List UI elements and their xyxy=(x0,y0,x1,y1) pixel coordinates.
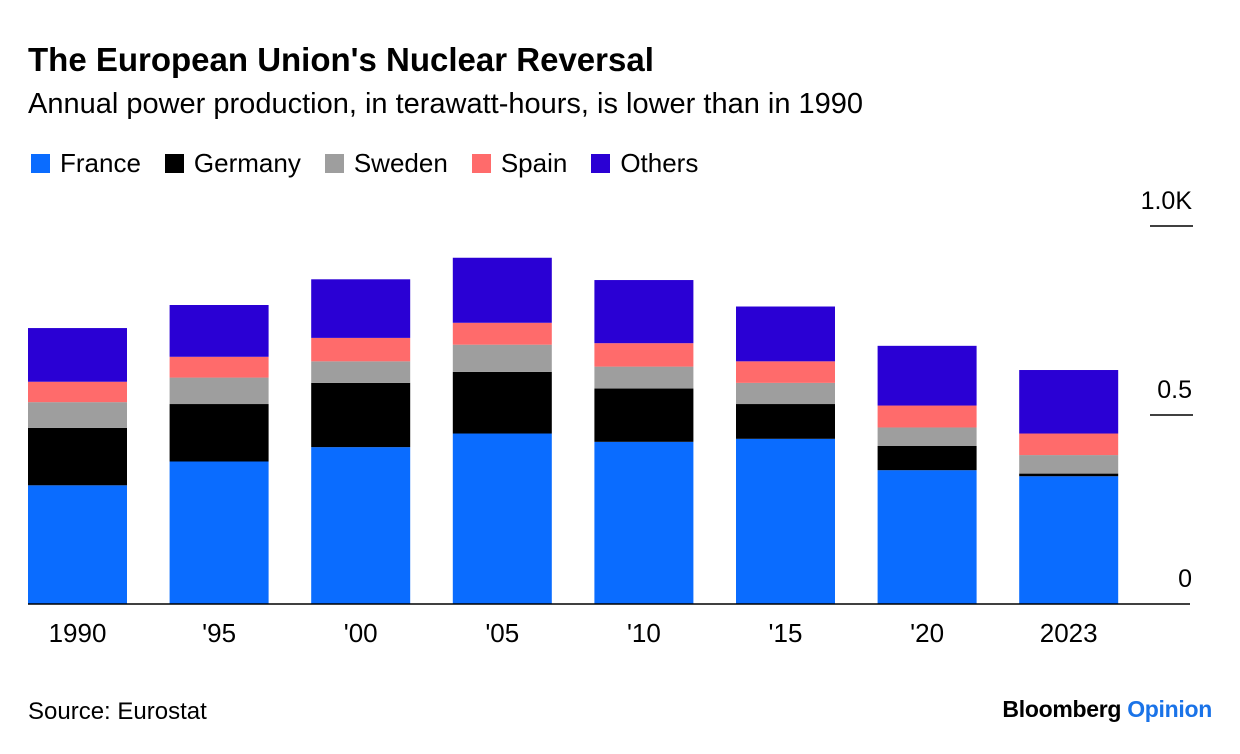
bar-segment-germany-15 xyxy=(736,404,835,439)
chart-subtitle: Annual power production, in terawatt-hou… xyxy=(28,88,864,120)
chart-legend: France Germany Sweden Spain Others xyxy=(31,146,722,180)
brand-secondary: Opinion xyxy=(1127,696,1212,722)
bar-segment-sweden-05 xyxy=(452,344,552,372)
x-tick-label-2023: 2023 xyxy=(1040,618,1098,648)
y-tick-label-1-0k: 1.0K xyxy=(1141,187,1193,215)
legend-swatch-germany xyxy=(164,153,184,173)
bar-segment-spain-10 xyxy=(594,343,694,367)
bar-segment-france-10 xyxy=(594,441,694,604)
bar-segment-spain-05 xyxy=(452,322,552,345)
legend-swatch-sweden xyxy=(324,153,344,173)
bar-segment-france-05 xyxy=(452,433,552,604)
bar-segment-spain-95 xyxy=(169,356,269,378)
bar-segment-others-10 xyxy=(594,280,694,344)
legend-label-germany: Germany xyxy=(193,148,301,178)
bar-segment-spain-20 xyxy=(877,405,977,428)
bar-segment-sweden-95 xyxy=(169,377,269,405)
bar-segment-germany-10 xyxy=(594,388,694,442)
legend-item-germany: Germany xyxy=(164,146,301,180)
bar-segment-others-20 xyxy=(877,345,977,406)
legend-label-france: France xyxy=(60,148,141,178)
bar-segment-others-15 xyxy=(736,306,835,362)
bar-segment-france-20 xyxy=(877,470,977,604)
legend-item-sweden: Sweden xyxy=(324,146,448,180)
chart-title: The European Union's Nuclear Reversal xyxy=(28,41,654,78)
bar-segment-spain-15 xyxy=(736,361,835,383)
legend-item-others: Others xyxy=(591,146,698,180)
x-tick-label-15: '15 xyxy=(769,618,803,648)
legend-item-france: France xyxy=(31,146,141,180)
bar-segment-germany-20 xyxy=(877,446,977,471)
bar-segment-france-2023 xyxy=(1019,476,1119,604)
x-tick-label-10: '10 xyxy=(627,618,661,648)
bar-segment-germany-05 xyxy=(452,371,552,434)
bar-segment-germany-2023 xyxy=(1019,473,1119,477)
bar-segment-sweden-2023 xyxy=(1019,455,1119,474)
bar-segment-others-95 xyxy=(169,305,269,357)
bar-segment-sweden-10 xyxy=(594,366,694,389)
bar-segment-france-00 xyxy=(311,447,411,604)
y-tick-label-0: 0 xyxy=(1178,565,1192,593)
brand-logo: Bloomberg Opinion xyxy=(1002,694,1212,724)
bar-segment-spain-00 xyxy=(311,337,411,362)
bar-segment-france-15 xyxy=(736,438,835,604)
legend-swatch-others xyxy=(591,153,611,173)
y-tick-label-0-5: 0.5 xyxy=(1157,376,1192,404)
x-tick-label-00: '00 xyxy=(344,618,378,648)
bar-segment-germany-1990 xyxy=(28,427,127,486)
bar-segment-sweden-1990 xyxy=(28,402,127,428)
x-tick-label-95: '95 xyxy=(202,618,236,648)
bar-segment-spain-2023 xyxy=(1019,433,1119,456)
bar-segment-sweden-20 xyxy=(877,427,977,446)
legend-swatch-spain xyxy=(471,153,491,173)
bar-segment-france-95 xyxy=(169,461,269,604)
x-tick-label-20: '20 xyxy=(910,618,944,648)
x-tick-label-05: '05 xyxy=(485,618,519,648)
x-tick-label-1990: 1990 xyxy=(49,618,107,648)
source-note: Source: Eurostat xyxy=(28,698,207,725)
bar-segment-others-05 xyxy=(452,257,552,323)
legend-label-sweden: Sweden xyxy=(353,148,448,178)
legend-swatch-france xyxy=(31,153,50,173)
bar-segment-others-2023 xyxy=(1019,370,1119,434)
legend-label-others: Others xyxy=(620,148,699,178)
bar-segment-germany-00 xyxy=(311,382,411,448)
bar-segment-sweden-15 xyxy=(736,382,835,405)
bar-segment-others-00 xyxy=(311,279,411,338)
bar-segment-others-1990 xyxy=(28,328,127,382)
legend-label-spain: Spain xyxy=(500,148,568,178)
bar-segment-germany-95 xyxy=(169,404,269,462)
bar-segment-sweden-00 xyxy=(311,361,411,383)
bar-segment-spain-1990 xyxy=(28,381,127,403)
legend-item-spain: Spain xyxy=(471,146,568,180)
brand-primary: Bloomberg xyxy=(1002,696,1122,722)
bar-segment-france-1990 xyxy=(28,485,127,604)
